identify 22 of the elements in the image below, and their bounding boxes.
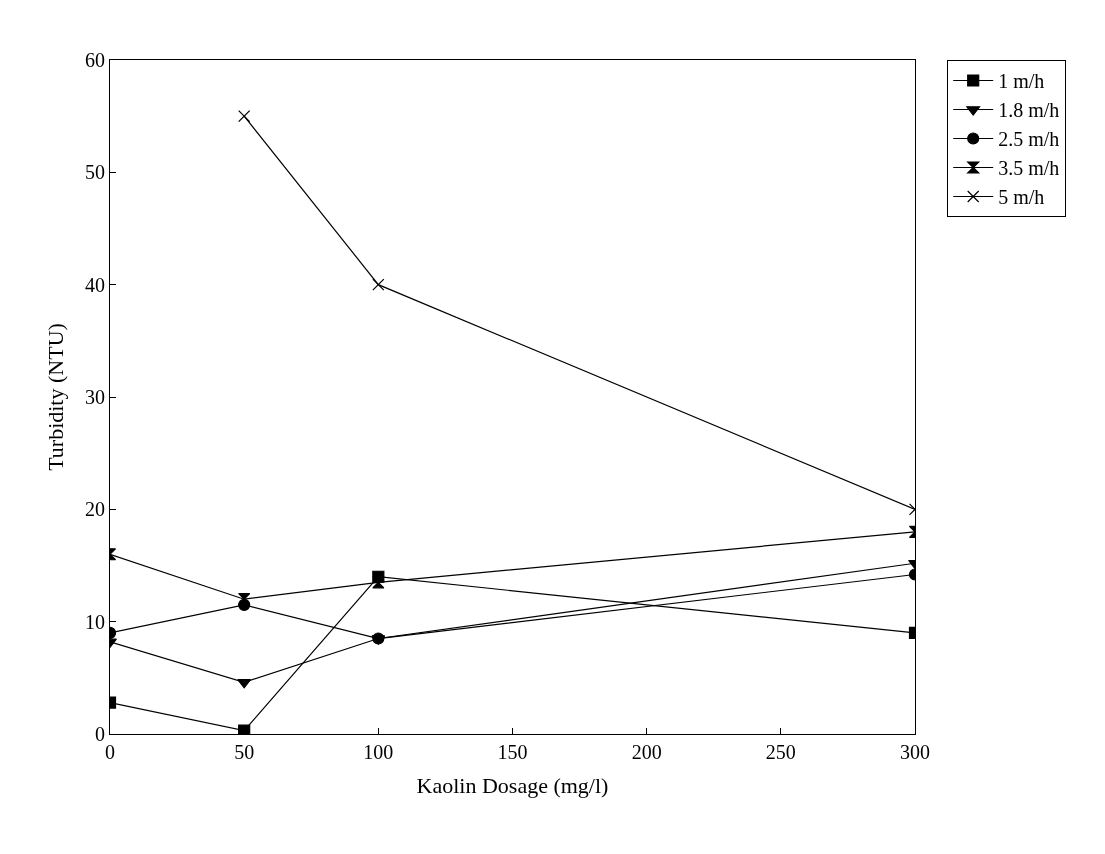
- y-tick-label: 30: [85, 386, 105, 408]
- x-tick-label: 150: [497, 741, 528, 763]
- x-tick-label: 250: [765, 741, 796, 763]
- x-tick-label: 100: [363, 741, 394, 763]
- point: [238, 110, 251, 123]
- x-tick-label: 50: [234, 741, 255, 763]
- y-tick-label: 0: [95, 723, 105, 745]
- legend-label: 1.8 m/h: [998, 99, 1060, 122]
- legend-label: 3.5 m/h: [998, 157, 1060, 180]
- x-axis-title: Kaolin Dosage (mg/l): [416, 772, 609, 798]
- legend-label: 2.5 m/h: [998, 128, 1060, 151]
- x-tick-label: 300: [900, 741, 930, 763]
- y-tick-label: 50: [85, 161, 105, 184]
- point: [372, 278, 385, 291]
- y-tick-label: 60: [85, 49, 105, 71]
- y-tick-label: 40: [85, 273, 105, 296]
- y-tick-label: 10: [85, 610, 105, 633]
- y-axis-title: Turbidity (NTU): [42, 323, 68, 471]
- legend-label: 5 m/h: [998, 186, 1045, 209]
- legend-label: 1 m/h: [998, 70, 1045, 93]
- x-tick-label: 200: [631, 741, 662, 763]
- y-tick-label: 20: [85, 498, 105, 521]
